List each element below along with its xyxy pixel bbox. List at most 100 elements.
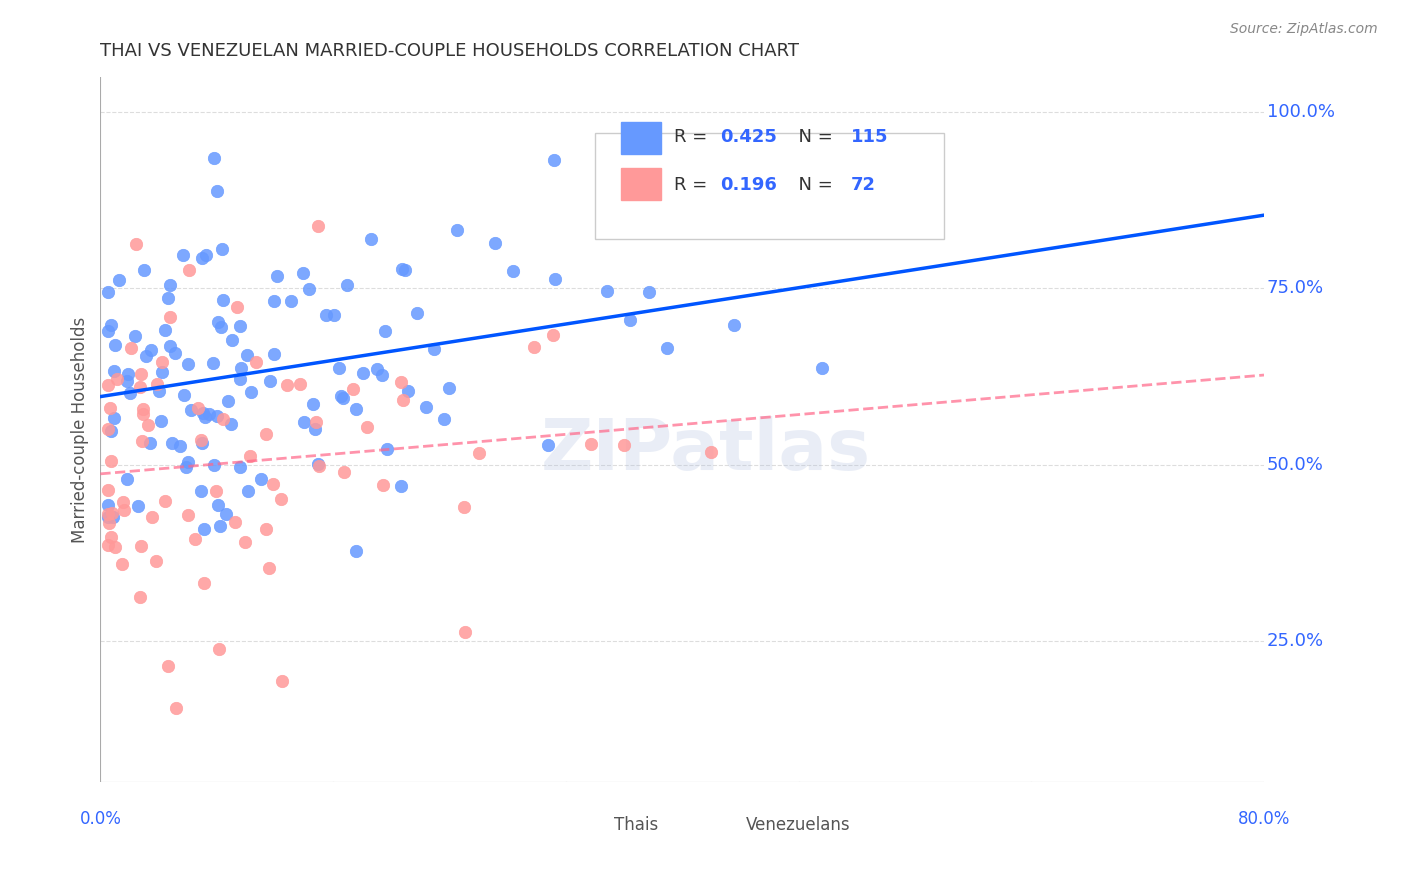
Point xyxy=(184,532,207,546)
Point xyxy=(117,374,139,388)
Point xyxy=(150,364,173,378)
Point xyxy=(148,384,170,399)
Point xyxy=(207,315,229,329)
Point xyxy=(190,484,212,499)
Point xyxy=(139,436,162,450)
Point xyxy=(224,516,246,530)
Point xyxy=(97,378,120,392)
Point xyxy=(245,355,267,369)
Point xyxy=(97,510,120,524)
Text: Thais: Thais xyxy=(613,815,658,833)
Point xyxy=(329,389,352,403)
Point xyxy=(177,454,200,468)
Point xyxy=(270,492,292,507)
Point xyxy=(454,625,477,640)
Text: R =: R = xyxy=(673,176,713,194)
Point xyxy=(221,417,243,431)
Point xyxy=(543,327,565,342)
Point xyxy=(229,318,252,333)
FancyBboxPatch shape xyxy=(620,122,661,154)
Text: 50.0%: 50.0% xyxy=(1267,456,1324,474)
Point xyxy=(97,498,120,512)
Point xyxy=(132,402,155,417)
Point xyxy=(163,345,186,359)
Text: 115: 115 xyxy=(851,128,889,146)
Text: Venezuelans: Venezuelans xyxy=(747,815,851,833)
Point xyxy=(292,415,315,429)
Point xyxy=(308,459,330,474)
Point xyxy=(209,319,232,334)
Point xyxy=(543,153,565,168)
Point xyxy=(678,204,700,219)
Point xyxy=(298,282,321,296)
Point xyxy=(153,493,176,508)
Text: 0.425: 0.425 xyxy=(721,128,778,146)
Point xyxy=(97,324,120,338)
Point xyxy=(259,374,281,388)
Point xyxy=(190,251,212,265)
Point xyxy=(156,291,179,305)
Point xyxy=(193,522,215,536)
Point xyxy=(453,500,475,514)
Point xyxy=(194,409,217,424)
Point xyxy=(177,508,200,522)
Point xyxy=(103,509,125,524)
Point xyxy=(446,223,468,237)
Point xyxy=(344,402,367,417)
Point xyxy=(332,391,354,405)
Text: N =: N = xyxy=(787,176,838,194)
Point xyxy=(146,376,169,391)
Point xyxy=(280,294,302,309)
Point xyxy=(136,418,159,433)
Point xyxy=(129,368,152,382)
Point xyxy=(159,310,181,325)
Point xyxy=(132,263,155,277)
Point xyxy=(202,152,225,166)
Point xyxy=(595,284,617,298)
Point xyxy=(98,401,121,416)
Point xyxy=(193,406,215,420)
Point xyxy=(502,263,524,277)
Point xyxy=(406,306,429,320)
Point xyxy=(205,184,228,198)
Point xyxy=(619,312,641,326)
Point xyxy=(211,242,233,256)
Point xyxy=(811,361,834,376)
Point xyxy=(229,371,252,385)
Point xyxy=(226,300,249,314)
Point xyxy=(208,519,231,533)
Point xyxy=(235,348,257,362)
Point xyxy=(176,459,198,474)
Point xyxy=(179,263,201,277)
Point xyxy=(657,341,679,355)
Point xyxy=(152,355,174,369)
Point xyxy=(537,438,560,452)
Point xyxy=(207,498,229,512)
Point xyxy=(415,401,437,415)
Point xyxy=(233,535,256,549)
Point xyxy=(169,439,191,453)
Point xyxy=(360,231,382,245)
Point xyxy=(211,412,233,426)
Point xyxy=(579,437,602,451)
Point xyxy=(128,380,150,394)
Point xyxy=(131,539,153,553)
Point xyxy=(97,483,120,497)
Point xyxy=(394,263,416,277)
Point xyxy=(205,409,228,424)
Text: R =: R = xyxy=(673,128,713,146)
Point xyxy=(194,248,217,262)
Point xyxy=(522,340,544,354)
Point xyxy=(132,408,155,422)
Text: ZIPatlas: ZIPatlas xyxy=(540,416,870,485)
Point xyxy=(307,457,329,471)
Text: 75.0%: 75.0% xyxy=(1267,279,1324,297)
Point xyxy=(208,641,231,656)
Point xyxy=(190,436,212,450)
Text: 100.0%: 100.0% xyxy=(1267,103,1334,121)
Text: Source: ZipAtlas.com: Source: ZipAtlas.com xyxy=(1230,22,1378,37)
Point xyxy=(302,397,325,411)
Point xyxy=(131,434,153,448)
Point xyxy=(304,422,326,436)
Point xyxy=(165,701,187,715)
